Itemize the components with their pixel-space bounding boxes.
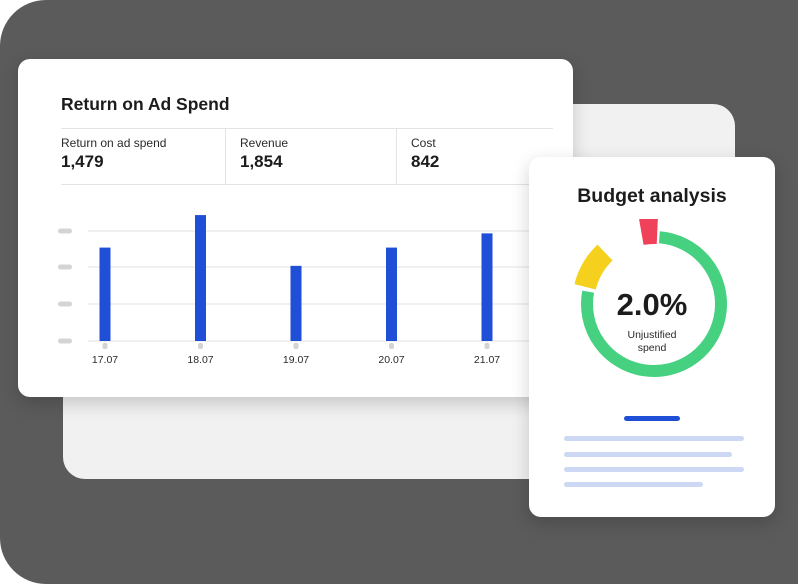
caption-line-1: Unjustified	[627, 329, 677, 341]
x-tick-label: 18.07	[187, 354, 213, 366]
donut-segment-unjustified	[639, 219, 658, 245]
roas-card-title: Return on Ad Spend	[61, 94, 230, 114]
metric-label-revenue: Revenue	[240, 136, 289, 150]
metrics-bottom-divider	[61, 184, 553, 185]
chart-bar	[99, 247, 111, 341]
unjustified-spend-value: 2.0%	[616, 287, 688, 322]
unjustified-spend-caption: Unjustified spend	[529, 329, 775, 355]
metric-label-roas: Return on ad spend	[61, 136, 167, 150]
metrics-top-divider	[61, 128, 553, 129]
budget-card-title: Budget analysis	[577, 185, 727, 207]
metrics-column-divider	[396, 128, 397, 184]
daily-roas-bar-chart: 17.07 18.07 19.07 20.07 21.07	[58, 215, 558, 366]
chart-bar	[290, 265, 302, 341]
x-tick-label: 17.07	[92, 354, 118, 366]
y-tick-placeholder	[58, 228, 72, 234]
x-tick-mark	[102, 343, 108, 349]
text-placeholder-line	[564, 482, 703, 487]
text-placeholder-line	[564, 452, 732, 457]
chart-bar	[195, 215, 206, 341]
metric-value-revenue: 1,854	[240, 152, 283, 171]
y-tick-placeholder	[58, 264, 72, 270]
roas-card: Return on Ad Spend Return on ad spend 1,…	[18, 59, 573, 397]
metrics-column-divider	[225, 128, 226, 184]
x-tick-label: 20.07	[378, 354, 404, 366]
x-tick-label: 19.07	[283, 354, 309, 366]
caption-line-2: spend	[637, 342, 667, 354]
budget-analysis-card: Budget analysis 2.0% Unjustified spend	[529, 157, 775, 517]
x-tick-mark	[198, 343, 203, 349]
text-placeholder-line	[564, 436, 744, 441]
accent-dash	[624, 416, 680, 421]
budget-donut-chart	[574, 219, 727, 377]
metric-label-cost: Cost	[411, 136, 436, 150]
chart-bar	[481, 233, 493, 341]
y-tick-placeholder	[58, 338, 72, 344]
x-tick-mark	[293, 343, 299, 349]
x-tick-mark	[389, 343, 394, 349]
text-placeholder-line	[564, 467, 744, 472]
x-tick-mark	[484, 343, 490, 349]
x-tick-label: 21.07	[474, 354, 500, 366]
donut-segment-warning	[574, 244, 613, 290]
y-tick-placeholder	[58, 301, 72, 307]
donut-segment-justified	[581, 231, 727, 377]
metric-value-roas: 1,479	[61, 152, 104, 171]
metric-value-cost: 842	[411, 152, 440, 171]
chart-bar	[386, 247, 397, 341]
